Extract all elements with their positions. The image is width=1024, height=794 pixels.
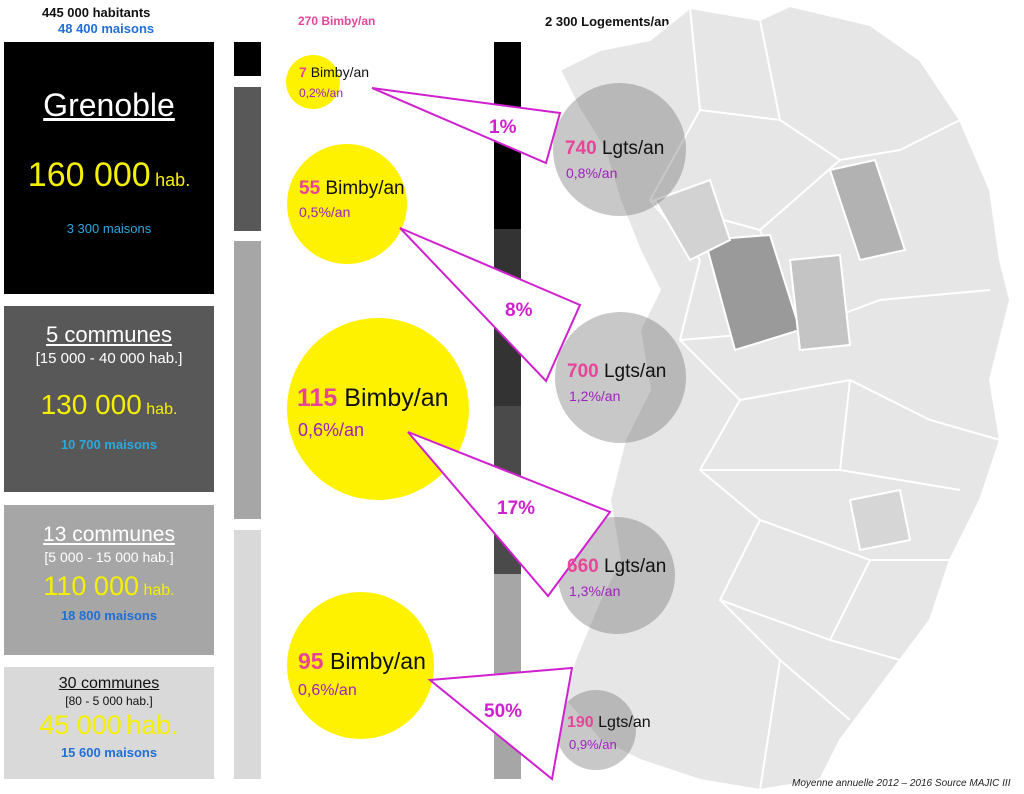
source-note: Moyenne annuelle 2012 – 2016 Source MAJI… bbox=[792, 778, 1011, 789]
bimby-circle-5-communes bbox=[287, 144, 407, 264]
lgts-rate-30-communes: 0,9%/an bbox=[569, 737, 617, 752]
population-value: 130 000 bbox=[40, 389, 142, 420]
share-wedge-grenoble bbox=[371, 87, 562, 165]
group-range: [5 000 - 15 000 hab.] bbox=[44, 549, 174, 565]
lgts-value: 740 bbox=[565, 138, 597, 159]
bimby-rate-30-communes: 0,6%/an bbox=[298, 682, 357, 699]
lgts-unit: Lgts/an bbox=[603, 556, 667, 577]
share-30-communes: 50% bbox=[484, 701, 523, 722]
population-line: 45 000 hab. bbox=[4, 710, 214, 741]
bimby-value: 115 bbox=[297, 384, 338, 412]
lgts-value: 660 bbox=[567, 556, 599, 577]
bimby-label-13-communes: 115 Bimby/an bbox=[297, 384, 449, 413]
group-title: 5 communes bbox=[46, 322, 172, 347]
lgts-label-grenoble: 740 Lgts/an bbox=[565, 138, 664, 160]
bimby-bar-13-communes bbox=[234, 241, 261, 519]
group-range: [80 - 5 000 hab.] bbox=[65, 694, 153, 708]
group-box-5-communes: 5 communes [15 000 - 40 000 hab.] 130 00… bbox=[4, 306, 214, 492]
bimby-unit: Bimby/an bbox=[310, 64, 370, 80]
housing-circle-grenoble bbox=[553, 83, 686, 216]
share-wedge-30-communes bbox=[427, 666, 574, 781]
share-grenoble: 1% bbox=[489, 117, 517, 138]
group-box-13-communes: 13 communes [5 000 - 15 000 hab.] 110 00… bbox=[4, 505, 214, 655]
population-unit: hab. bbox=[155, 170, 191, 190]
population-unit: hab. bbox=[126, 710, 179, 740]
population-total: 445 000 habitants bbox=[42, 5, 151, 20]
bimby-unit: Bimby/an bbox=[344, 384, 449, 412]
bimby-bar-5-communes bbox=[234, 87, 261, 231]
houses-total: 48 400 maisons bbox=[58, 21, 155, 36]
population-line: 110 000 hab. bbox=[4, 571, 214, 602]
bimby-circle-30-communes bbox=[287, 592, 434, 739]
lgts-value: 190 bbox=[567, 714, 594, 731]
population-unit: hab. bbox=[143, 582, 175, 599]
bimby-value: 95 bbox=[298, 648, 324, 674]
lgts-unit: Lgts/an bbox=[598, 714, 651, 731]
housing-circle-5-communes bbox=[555, 312, 686, 443]
bimby-unit: Bimby/an bbox=[325, 178, 405, 199]
population-unit: hab. bbox=[146, 401, 178, 418]
bimby-label-grenoble: 7 Bimby/an bbox=[299, 64, 369, 80]
lgts-unit: Lgts/an bbox=[603, 361, 667, 382]
bimby-label-5-communes: 55 Bimby/an bbox=[299, 178, 405, 200]
bimby-bar-30-communes bbox=[234, 530, 261, 779]
bimby-label-30-communes: 95 Bimby/an bbox=[298, 648, 426, 675]
houses-count: 15 600 maisons bbox=[60, 745, 158, 760]
group-box-grenoble: Grenoble 160 000 hab. 3 300 maisons bbox=[4, 42, 214, 294]
share-wedge-13-communes bbox=[407, 431, 612, 598]
lgts-rate-13-communes: 1,3%/an bbox=[569, 583, 621, 599]
bimby-value: 7 bbox=[299, 64, 307, 80]
territory-map bbox=[558, 4, 1012, 792]
bimby-circle-13-communes bbox=[287, 318, 469, 500]
bimby-rate-5-communes: 0,5%/an bbox=[299, 204, 351, 220]
houses-count: 10 700 maisons bbox=[60, 437, 158, 452]
lgts-rate-5-communes: 1,2%/an bbox=[569, 388, 621, 404]
lgts-label-5-communes: 700 Lgts/an bbox=[567, 361, 666, 383]
lgts-label-30-communes: 190 Lgts/an bbox=[567, 714, 651, 732]
group-box-30-communes: 30 communes [80 - 5 000 hab.] 45 000 hab… bbox=[4, 667, 214, 779]
bimby-total: 270 Bimby/an bbox=[298, 14, 376, 28]
bimby-value: 55 bbox=[299, 178, 321, 199]
lgts-unit: Lgts/an bbox=[601, 138, 665, 159]
houses-count: 3 300 maisons bbox=[66, 221, 152, 236]
group-title: Grenoble bbox=[43, 87, 175, 123]
share-13-communes: 17% bbox=[497, 498, 536, 519]
bimby-bar-grenoble bbox=[234, 42, 261, 76]
bimby-unit: Bimby/an bbox=[329, 648, 426, 674]
group-range: [15 000 - 40 000 hab.] bbox=[35, 350, 183, 367]
population-line: 160 000 hab. bbox=[4, 156, 214, 195]
share-5-communes: 8% bbox=[505, 300, 533, 321]
bimby-rate-grenoble: 0,2%/an bbox=[299, 86, 344, 100]
group-title: 30 communes bbox=[58, 675, 160, 692]
population-value: 160 000 bbox=[27, 156, 151, 194]
group-title: 13 communes bbox=[43, 523, 175, 546]
population-value: 45 000 bbox=[39, 710, 122, 740]
lgts-label-13-communes: 660 Lgts/an bbox=[567, 556, 666, 578]
lgts-value: 700 bbox=[567, 361, 599, 382]
lgts-rate-grenoble: 0,8%/an bbox=[566, 165, 618, 181]
housing-total: 2 300 Logements/an bbox=[545, 14, 670, 29]
population-line: 130 000 hab. bbox=[4, 389, 214, 421]
bimby-rate-13-communes: 0,6%/an bbox=[298, 420, 365, 440]
population-value: 110 000 bbox=[43, 571, 139, 601]
houses-count: 18 800 maisons bbox=[60, 608, 158, 623]
share-wedge-5-communes bbox=[399, 227, 582, 383]
bimby-circle-grenoble bbox=[286, 55, 340, 109]
housing-circle-30-communes bbox=[556, 690, 636, 770]
